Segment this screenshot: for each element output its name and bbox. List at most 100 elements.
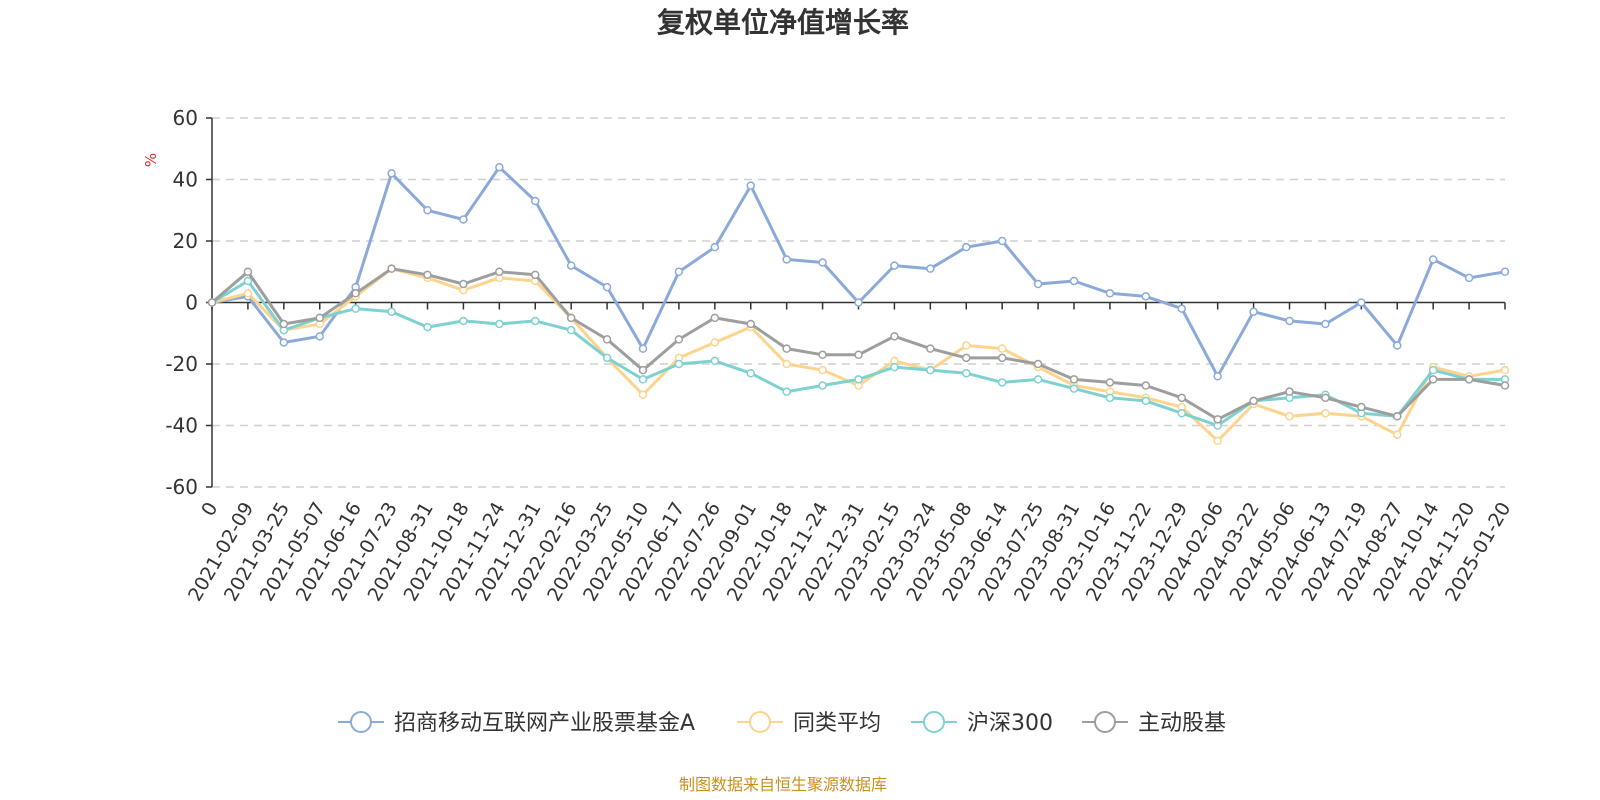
legend-item-3[interactable]: 主动股基 — [1082, 711, 1226, 736]
data-point — [1213, 436, 1222, 446]
data-point — [782, 387, 791, 396]
data-point — [674, 359, 684, 369]
legend-item-1[interactable]: 同类平均 — [737, 711, 881, 736]
data-point — [890, 362, 899, 372]
data-point — [1069, 276, 1079, 286]
data-point — [207, 298, 217, 307]
data-point — [531, 196, 540, 206]
data-point — [243, 289, 253, 298]
data-point — [1393, 430, 1402, 439]
data-point — [1177, 304, 1186, 313]
data-point — [387, 307, 396, 316]
data-point — [1357, 298, 1366, 307]
data-point — [1428, 375, 1438, 384]
data-point — [1500, 381, 1510, 390]
data-point — [1033, 359, 1043, 369]
data-point — [566, 325, 576, 335]
data-point — [997, 236, 1007, 246]
data-point — [1141, 381, 1151, 390]
data-point — [459, 316, 468, 326]
chart-title: 复权单位净值增长率 — [657, 6, 909, 39]
data-point — [566, 313, 576, 323]
plot-area — [207, 162, 1510, 446]
data-point — [710, 338, 720, 347]
y-tick-label: 0 — [185, 291, 198, 315]
legend[interactable]: 招商移动互联网产业股票基金A 同类平均 沪深300 主动股基 — [338, 711, 1226, 736]
y-tick-label: 40 — [173, 168, 198, 192]
legend-item-2[interactable]: 沪深300 — [911, 711, 1053, 736]
data-point — [459, 279, 468, 289]
data-point — [746, 368, 755, 378]
data-point — [1069, 375, 1079, 384]
data-point — [1177, 408, 1186, 418]
data-point — [710, 356, 720, 366]
data-point — [1357, 402, 1366, 412]
data-point — [1321, 393, 1330, 403]
data-point — [926, 264, 935, 273]
data-point — [1321, 408, 1330, 418]
data-point — [1500, 365, 1510, 375]
data-point — [1213, 372, 1222, 381]
data-point — [710, 313, 720, 323]
data-point — [962, 341, 971, 350]
legend-marker — [350, 711, 372, 733]
data-point — [962, 368, 971, 378]
data-point — [351, 304, 360, 313]
data-point — [782, 255, 791, 264]
data-point — [602, 353, 612, 363]
data-point — [495, 267, 504, 276]
data-point — [1069, 384, 1079, 393]
data-point — [1141, 396, 1151, 406]
data-point — [782, 344, 791, 353]
data-point — [1393, 412, 1402, 421]
data-point — [962, 353, 971, 363]
legend-label: 主动股基 — [1138, 711, 1226, 736]
data-point — [1464, 273, 1474, 283]
x-tick-label: 0 — [197, 499, 222, 520]
data-point — [818, 350, 827, 360]
data-point — [926, 365, 935, 375]
data-point — [997, 378, 1007, 387]
data-point — [1285, 412, 1294, 421]
y-tick-label: 60 — [173, 106, 198, 130]
data-point — [243, 276, 253, 286]
legend-marker — [749, 711, 771, 733]
data-point — [495, 162, 504, 172]
data-point — [351, 289, 360, 298]
y-tick-label: 20 — [173, 229, 198, 253]
data-point — [638, 390, 648, 399]
data-point — [746, 181, 755, 190]
legend-label: 招商移动互联网产业股票基金A — [394, 711, 695, 736]
data-point — [315, 332, 324, 341]
data-point — [1500, 267, 1510, 276]
data-point — [243, 267, 253, 276]
data-point — [279, 338, 289, 347]
data-point — [854, 375, 863, 384]
legend-label: 沪深300 — [967, 711, 1053, 736]
y-tick-label: -20 — [165, 352, 198, 376]
data-point — [423, 322, 432, 332]
data-point — [854, 298, 863, 307]
data-point — [962, 242, 971, 252]
data-point — [674, 335, 684, 344]
data-point — [997, 344, 1007, 353]
legend-item-0[interactable]: 招商移动互联网产业股票基金A — [338, 711, 695, 736]
data-point — [1464, 375, 1474, 384]
data-point — [890, 261, 899, 270]
data-point — [710, 242, 720, 252]
data-point — [1249, 307, 1258, 316]
data-point — [1428, 255, 1438, 264]
data-point — [997, 353, 1007, 363]
data-point — [1033, 375, 1043, 384]
data-point — [818, 381, 827, 390]
legend-label: 同类平均 — [793, 711, 881, 736]
data-point — [531, 270, 540, 280]
legend-marker — [1094, 711, 1116, 733]
data-point — [746, 319, 755, 329]
data-source-note: 制图数据来自恒生聚源数据库 — [679, 775, 887, 794]
data-point — [638, 344, 648, 353]
data-point — [674, 267, 684, 276]
data-point — [1321, 319, 1330, 329]
data-point — [926, 344, 935, 353]
data-point — [423, 206, 432, 215]
